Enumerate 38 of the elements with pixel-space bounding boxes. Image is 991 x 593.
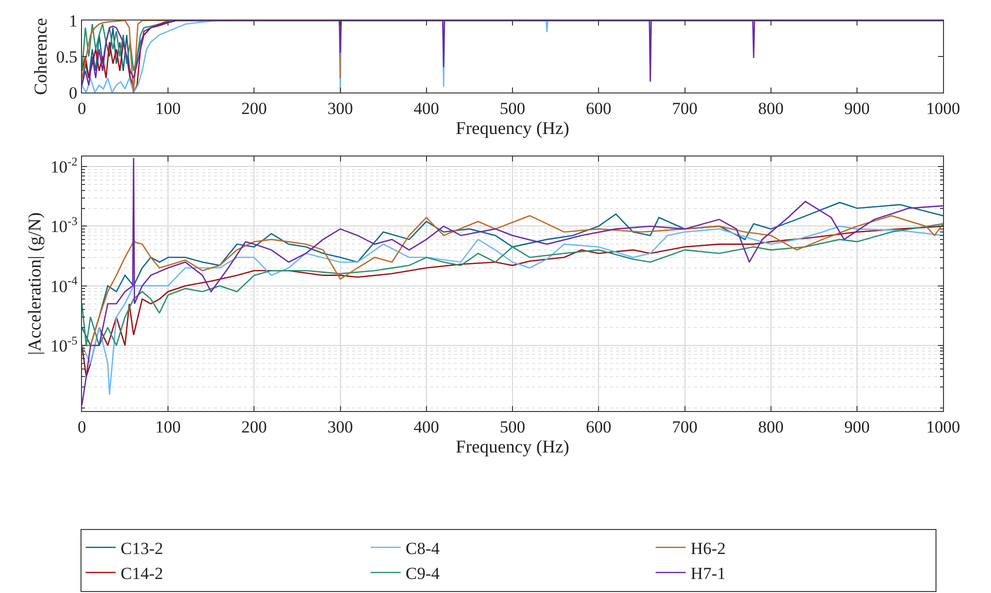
x-tick-label: 600 [586, 98, 612, 118]
y-tick-label: 10$^{-4}$ [50, 274, 78, 296]
x-tick-label: 700 [672, 98, 698, 118]
x-tick-label: 300 [328, 417, 354, 436]
legend-label: H7-1 [690, 564, 726, 584]
x-tick-label: 500 [500, 98, 526, 118]
legend-label: C9-4 [406, 564, 440, 584]
legend-label: C13-2 [120, 538, 164, 558]
y-tick-label: 0.5 [56, 47, 78, 66]
legend-label: H6-2 [690, 538, 726, 558]
x-tick-label: 100 [155, 98, 181, 118]
x-tick-label: 600 [586, 417, 612, 436]
x-tick-label: 900 [844, 417, 870, 436]
x-axis-title: Frequency (Hz) [456, 436, 570, 456]
x-axis-title: Frequency (Hz) [456, 118, 570, 138]
y-axis-title: Coherence [30, 18, 50, 95]
legend-label: C14-2 [120, 564, 164, 584]
x-tick-label: 400 [414, 98, 440, 118]
y-tick-label: 1 [68, 11, 78, 30]
y-axis-title: |Acceleration| (g/N) [24, 212, 45, 355]
x-tick-label: 400 [414, 417, 440, 436]
x-tick-label: 900 [844, 98, 870, 118]
line-series [82, 157, 944, 406]
x-tick-label: 200 [241, 98, 267, 118]
y-tick-label: 10$^{-5}$ [50, 333, 78, 356]
x-tick-label: 200 [241, 417, 267, 436]
y-tick-label: 0 [68, 83, 78, 102]
x-tick-label: 100 [155, 417, 181, 436]
x-tick-label: 1000 [926, 98, 960, 118]
y-tick-label: 10$^{-3}$ [50, 214, 78, 236]
x-tick-label: 1000 [926, 417, 960, 436]
x-tick-label: 500 [500, 417, 526, 436]
legend-label: C8-4 [406, 538, 440, 558]
y-tick-label: 10$^{-2}$ [50, 154, 78, 177]
x-tick-label: 300 [328, 98, 354, 118]
x-tick-label: 800 [758, 417, 784, 436]
x-tick-label: 700 [672, 417, 698, 436]
x-tick-label: 800 [758, 98, 784, 118]
